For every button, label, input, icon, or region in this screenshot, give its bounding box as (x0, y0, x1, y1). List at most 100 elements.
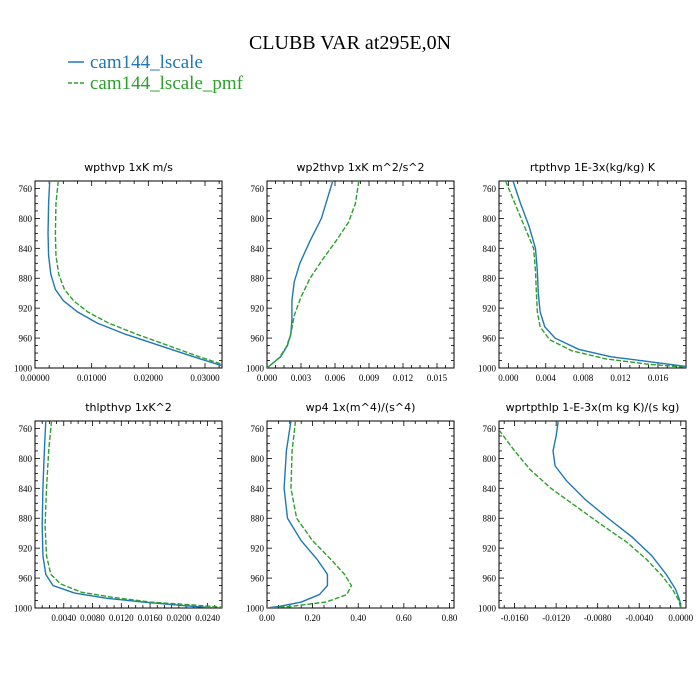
y-tick-label: 760 (19, 184, 33, 194)
x-tick-label: 0.008 (573, 373, 594, 383)
y-tick-label: 1000 (478, 604, 497, 614)
x-tick-label: 0.012 (393, 373, 413, 383)
y-tick-label: 800 (483, 214, 497, 224)
x-tick-label: 0.009 (359, 373, 380, 383)
x-tick-label: -0.0040 (625, 613, 653, 623)
y-tick-label: 840 (483, 484, 497, 494)
legend: cam144_lscale cam144_lscale_pmf (68, 52, 244, 94)
series-line-lscale (41, 421, 215, 608)
y-tick-label: 920 (19, 544, 33, 554)
y-tick-label: 880 (483, 274, 497, 284)
x-tick-label: 0.00 (259, 613, 275, 623)
x-tick-label: 0.40 (350, 613, 366, 623)
x-tick-label: 0.02000 (134, 373, 164, 383)
y-tick-label: 920 (483, 544, 497, 554)
y-tick-label: 920 (251, 544, 265, 554)
y-tick-label: 880 (19, 514, 33, 524)
chart-panel-3: rtpthvp 1E-3x(kg/kg) K 760 800 840 880 920 960… (478, 161, 687, 383)
y-tick-label: 840 (483, 244, 497, 254)
x-tick-label: 0.0240 (195, 613, 220, 623)
series-line-lscale (512, 181, 686, 368)
chart-panel-4: thlpthvp 1xK^2 760 800 840 880 920 960 1000 0.00… (14, 401, 223, 623)
x-tick-label: 0.20 (305, 613, 321, 623)
x-tick-label: 0.004 (536, 373, 557, 383)
x-tick-label: 0.60 (396, 613, 412, 623)
panel-title: wp2thvp 1xK m^2/s^2 (296, 161, 424, 174)
y-tick-label: 800 (19, 454, 33, 464)
x-tick-label: 0.000 (257, 373, 278, 383)
legend-label-2: cam144_lscale_pmf (90, 73, 244, 94)
chart-panel-2: wp2thvp 1xK m^2/s^2 760 800 840 880 920 960 100… (246, 161, 455, 383)
x-tick-label: 0.00000 (20, 373, 50, 383)
x-tick-label: 0.016 (648, 373, 669, 383)
x-tick-label: 0.000 (498, 373, 519, 383)
x-tick-label: 0.003 (291, 373, 312, 383)
series-line-lscale-pmf (44, 421, 222, 608)
y-tick-label: 880 (19, 274, 33, 284)
x-tick-label: 0.0000 (668, 613, 693, 623)
y-tick-label: 1000 (246, 604, 265, 614)
panel-title: thlpthvp 1xK^2 (85, 401, 172, 414)
x-tick-label: 0.80 (442, 613, 458, 623)
plot-frame (498, 420, 687, 609)
panel-title: rtpthvp 1E-3x(kg/kg) K (530, 161, 656, 174)
plot-frame (266, 420, 455, 609)
y-tick-label: 840 (19, 484, 33, 494)
series-line-lscale-pmf (504, 181, 686, 368)
panel-title: wp4 1x(m^4)/(s^4) (306, 401, 416, 414)
y-tick-label: 960 (483, 574, 497, 584)
y-tick-label: 920 (19, 304, 33, 314)
x-tick-label: 0.0040 (51, 613, 76, 623)
x-tick-label: -0.0120 (542, 613, 570, 623)
series-line-lscale (267, 421, 329, 608)
y-tick-label: 760 (483, 184, 497, 194)
series-line-lscale-pmf (267, 421, 353, 608)
series-line-lscale-pmf (499, 429, 682, 608)
plot-frame (498, 180, 687, 369)
series-line-lscale (552, 421, 682, 608)
y-tick-label: 760 (251, 184, 265, 194)
y-tick-label: 840 (19, 244, 33, 254)
plot-frame (266, 180, 455, 369)
panels: wpthvp 1xK m/s76080084088092096010000.00… (14, 161, 694, 623)
x-tick-label: -0.0080 (584, 613, 612, 623)
x-tick-label: 0.0120 (109, 613, 134, 623)
y-tick-label: 800 (19, 214, 33, 224)
series-line-lscale-pmf (54, 181, 222, 365)
plot-frame (34, 420, 223, 609)
panel-title: wprtpthlp 1-E-3x(m kg K)/(s kg) (506, 401, 680, 414)
y-tick-label: 880 (483, 514, 497, 524)
x-tick-label: 0.0080 (80, 613, 105, 623)
y-tick-label: 840 (251, 244, 265, 254)
series-line-lscale (267, 181, 334, 368)
x-tick-label: 0.006 (325, 373, 346, 383)
x-tick-label: 0.0200 (166, 613, 191, 623)
chart-panel-5: wp4 1x(m^4)/(s^4)76080084088092096010000… (246, 401, 458, 623)
series-line-lscale (47, 181, 222, 367)
plot-frame (34, 180, 223, 369)
x-tick-label: -0.0160 (501, 613, 529, 623)
chart-panel-1: wpthvp 1xK m/s 760 800 840 880 920 960 10000.00… (14, 161, 223, 383)
y-tick-label: 760 (251, 424, 265, 434)
y-tick-label: 880 (251, 274, 265, 284)
x-tick-label: 0.0160 (138, 613, 163, 623)
y-tick-label: 800 (251, 454, 265, 464)
y-tick-label: 960 (19, 334, 33, 344)
y-tick-label: 1000 (246, 364, 265, 374)
y-tick-label: 760 (19, 424, 33, 434)
x-tick-label: 0.015 (427, 373, 448, 383)
panel-title: wpthvp 1xK m/s (84, 161, 173, 174)
series-line-lscale-pmf (267, 181, 360, 368)
y-tick-label: 920 (251, 304, 265, 314)
x-tick-label: 0.03000 (190, 373, 220, 383)
y-tick-label: 1000 (14, 604, 33, 614)
y-tick-label: 960 (251, 574, 265, 584)
y-tick-label: 960 (251, 334, 265, 344)
y-tick-label: 960 (19, 574, 33, 584)
y-tick-label: 800 (483, 454, 497, 464)
x-tick-label: 0.01000 (77, 373, 107, 383)
y-tick-label: 760 (483, 424, 497, 434)
x-tick-label: 0.012 (610, 373, 630, 383)
chart-panel-6: wprtpthlp 1-E-3x(m kg K)/(s kg) 760 800 840… (478, 401, 694, 623)
